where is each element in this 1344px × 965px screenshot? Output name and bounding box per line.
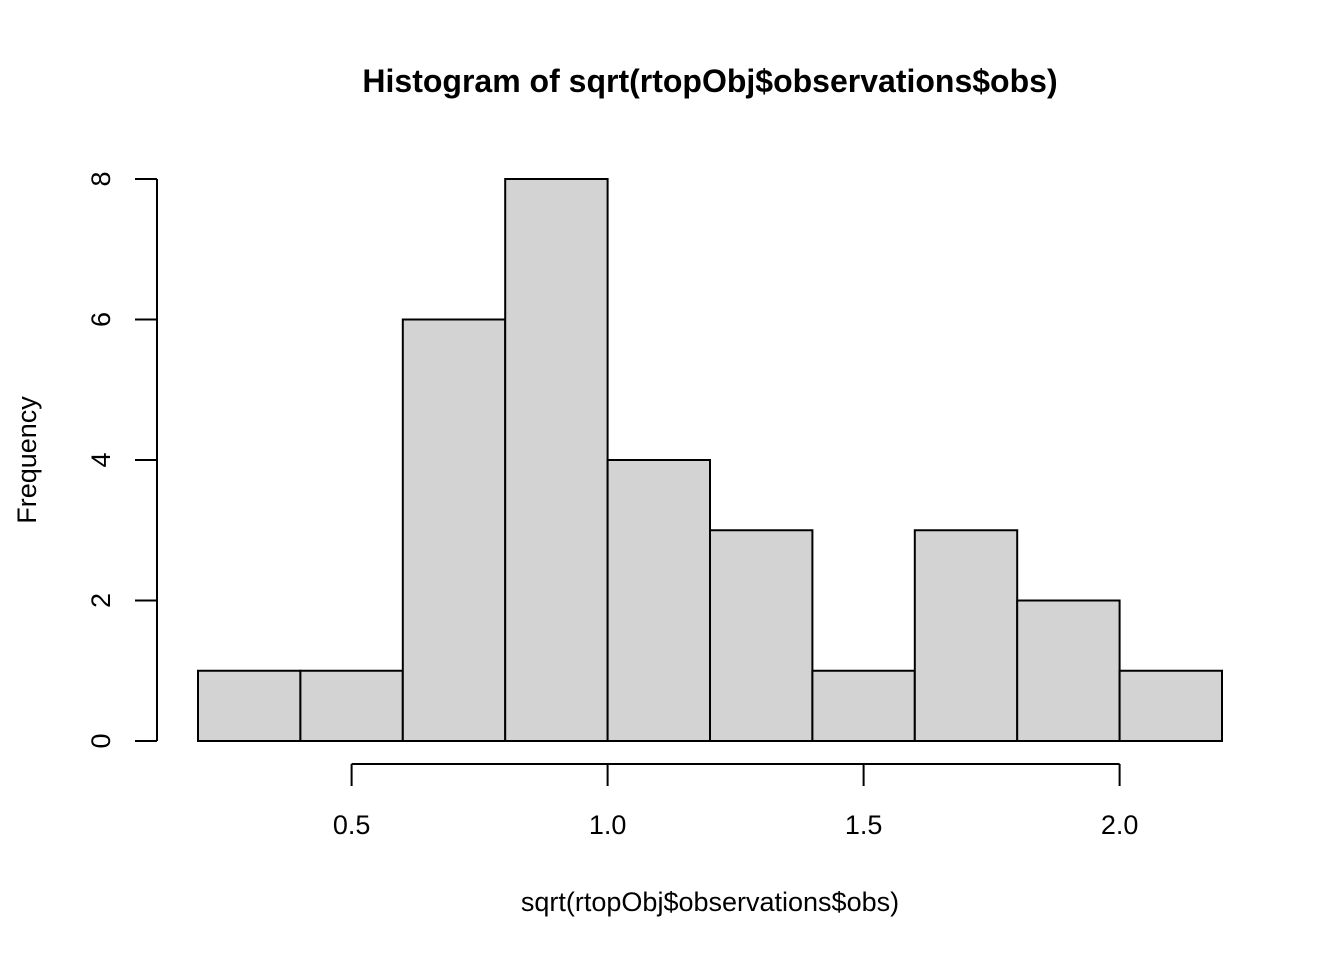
y-axis: 0 2 4 6 8	[86, 171, 158, 749]
x-axis: 0.5 1.0 1.5 2.0	[333, 763, 1139, 840]
y-tick-label: 8	[86, 171, 116, 186]
x-tick-label: 2.0	[1101, 810, 1139, 840]
histogram-bar	[606, 459, 711, 742]
histogram-bar	[1118, 669, 1223, 742]
x-tick-label: 1.0	[589, 810, 627, 840]
histogram-bar	[913, 529, 1019, 742]
x-tick-label: 0.5	[333, 810, 371, 840]
bars	[197, 178, 1223, 742]
x-axis-label: sqrt(rtopObj$observations$obs)	[521, 887, 899, 917]
y-tick-label: 0	[86, 733, 116, 748]
histogram-bar	[811, 669, 916, 742]
histogram-bar	[197, 669, 302, 742]
histogram-bar	[299, 669, 404, 742]
histogram-bar	[504, 178, 609, 742]
x-tick-label: 1.5	[845, 810, 883, 840]
y-tick-label: 6	[86, 312, 116, 327]
histogram-bar	[1016, 599, 1121, 742]
histogram-bar	[709, 529, 814, 742]
y-tick-label: 4	[86, 452, 116, 467]
y-tick-label: 2	[86, 593, 116, 608]
y-axis-label: Frequency	[12, 396, 42, 524]
histogram-bar	[401, 318, 507, 742]
chart-title: Histogram of sqrt(rtopObj$observations$o…	[362, 63, 1057, 99]
